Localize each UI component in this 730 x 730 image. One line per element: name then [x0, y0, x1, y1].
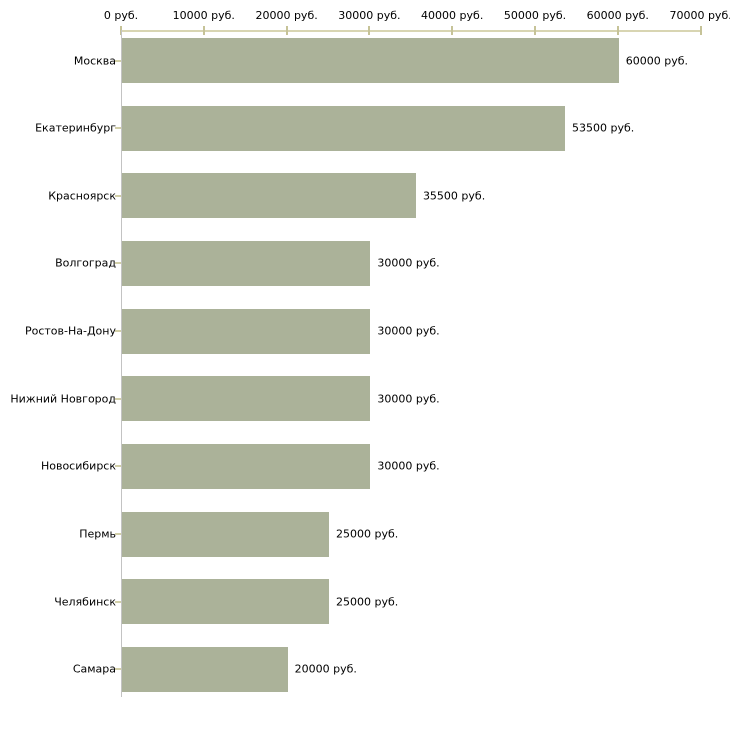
x-tick-label: 30000 руб. [338, 9, 401, 22]
category-tick-mark [115, 330, 121, 333]
category-label: Новосибирск [40, 459, 116, 473]
x-tick-mark [202, 26, 205, 35]
bar-2 [122, 105, 565, 151]
x-tick-label: 20000 руб. [255, 9, 318, 22]
x-tick-label: 60000 руб. [586, 9, 649, 22]
bar-6 [122, 376, 371, 422]
bar-7 [122, 443, 371, 489]
category-tick-mark [115, 465, 121, 468]
x-tick-mark [616, 26, 619, 35]
x-axis-line [121, 30, 701, 32]
category-tick-mark [115, 59, 121, 62]
category-label: Волгоград [55, 256, 116, 270]
bar-1 [122, 38, 619, 83]
category-tick-mark [115, 262, 121, 265]
x-tick-label: 40000 руб. [421, 9, 484, 22]
value-label: 30000 руб. [377, 459, 440, 473]
category-label: Ростов-На-Дону [24, 324, 116, 338]
value-label: 20000 руб. [294, 662, 357, 676]
value-label: 53500 руб. [571, 121, 635, 135]
category-label: Самара [72, 662, 116, 676]
x-tick-label: 0 руб. [103, 9, 139, 22]
category-tick-mark [115, 600, 121, 603]
x-tick-mark [451, 26, 454, 35]
x-tick-label: 50000 руб. [503, 9, 567, 22]
value-label: 30000 руб. [377, 324, 440, 338]
x-tick-mark [368, 26, 371, 35]
x-tick-label: 70000 руб. [669, 9, 730, 22]
bar-4 [122, 240, 371, 286]
category-label: Москва [73, 54, 116, 67]
bar-10 [122, 646, 288, 692]
category-tick-mark [115, 668, 121, 671]
y-axis-line [121, 30, 122, 697]
value-label: 35500 руб. [422, 189, 486, 203]
category-tick-mark [115, 127, 121, 130]
category-label: Екатеринбург [35, 121, 116, 135]
x-tick-mark [534, 26, 536, 35]
category-label: Нижний Новгород [10, 392, 116, 406]
category-label: Пермь [79, 527, 116, 541]
category-label: Красноярск [48, 189, 116, 203]
x-tick-mark [699, 26, 702, 35]
bar-3 [122, 173, 416, 219]
category-label: Челябинск [54, 595, 116, 609]
bar-9 [122, 579, 329, 625]
bar-8 [122, 511, 329, 557]
value-label: 25000 руб. [336, 595, 399, 609]
category-tick-mark [115, 533, 121, 536]
value-label: 30000 руб. [377, 256, 440, 270]
x-tick-label: 10000 руб. [172, 9, 235, 22]
category-tick-mark [115, 397, 121, 400]
value-label: 30000 руб. [377, 392, 440, 406]
bar-5 [122, 308, 371, 354]
category-tick-mark [115, 194, 121, 197]
x-tick-mark [285, 26, 288, 35]
value-label: 60000 руб. [625, 54, 689, 67]
value-label: 25000 руб. [336, 527, 399, 541]
